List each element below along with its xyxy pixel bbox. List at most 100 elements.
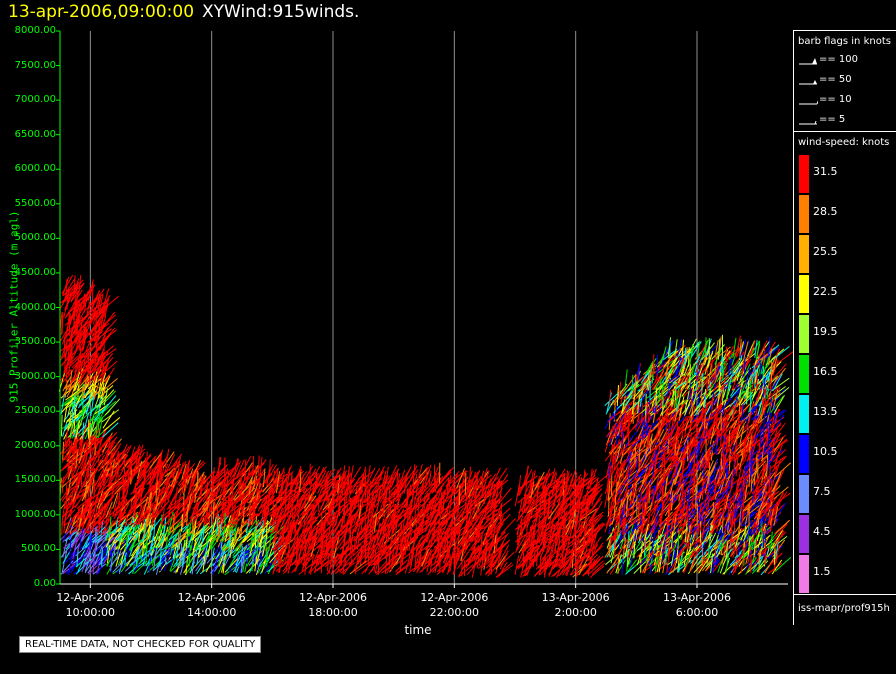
wind-barb: [495, 539, 511, 553]
wind-barb: [439, 513, 448, 533]
wind-barb: [564, 487, 580, 504]
wind-barb: [484, 523, 496, 538]
wind-barb: [558, 486, 564, 505]
wind-barb: [529, 471, 534, 488]
wind-barb: [621, 382, 636, 397]
wind-barb: [112, 493, 119, 509]
wind-barb: [429, 497, 436, 516]
wind-barb: [69, 513, 78, 534]
wind-barb: [192, 473, 205, 493]
wind-barb: [349, 508, 360, 528]
wind-barb: [100, 372, 107, 390]
wind-barb: [569, 495, 572, 513]
wind-barb: [72, 433, 77, 454]
wind-barb: [188, 545, 191, 567]
wind-barb: [404, 555, 411, 574]
wind-barb: [98, 396, 101, 416]
wind-barb: [485, 539, 488, 559]
wind-barb: [173, 470, 178, 488]
wind-barb: [126, 523, 129, 541]
wind-barb: [495, 498, 513, 513]
wind-barb: [426, 500, 431, 519]
wind-barb: [161, 505, 176, 518]
wind-barb: [96, 489, 104, 510]
wind-barb: [534, 471, 545, 491]
wind-barb: [485, 504, 499, 521]
wind-barb: [589, 565, 605, 579]
wind-barb: [89, 415, 95, 438]
wind-barb: [541, 520, 544, 538]
wind-barb: [208, 520, 218, 535]
wind-barb: [557, 474, 565, 490]
wind-barb: [134, 560, 148, 574]
wind-barb: [641, 502, 644, 525]
wind-barb: [293, 474, 301, 493]
wind-barb: [80, 383, 84, 405]
wind-barb: [333, 489, 335, 510]
wind-barb: [81, 459, 90, 476]
wind-barb: [382, 516, 391, 535]
wind-barb: [485, 473, 497, 490]
wind-barb: [326, 530, 333, 550]
wind-barb: [87, 456, 90, 478]
wind-barb: [193, 504, 200, 525]
wind-barb: [399, 529, 406, 549]
wind-barb: [626, 465, 644, 479]
wind-barb: [628, 434, 643, 446]
wind-barb: [167, 492, 177, 509]
wind-barb: [566, 559, 574, 577]
wind-barb: [360, 517, 364, 536]
wind-barb: [167, 523, 180, 542]
wind-barb: [313, 533, 327, 548]
wind-barb: [78, 274, 82, 296]
wind-barb: [638, 363, 641, 381]
wind-barb: [83, 503, 93, 524]
wind-barb: [78, 476, 91, 492]
wind-barb: [369, 481, 381, 501]
wind-barb: [436, 477, 450, 493]
wind-barb: [338, 495, 341, 517]
wind-barb: [468, 491, 475, 512]
wind-barb: [89, 485, 95, 504]
wind-barb: [221, 527, 237, 543]
wind-barb: [439, 520, 449, 541]
wind-barb: [282, 489, 294, 504]
wind-barb: [358, 492, 365, 509]
wind-barb: [93, 308, 96, 325]
wind-barb: [530, 482, 533, 503]
wind-barb: [613, 500, 616, 518]
wind-barb: [77, 349, 88, 366]
wind-barb: [161, 483, 171, 501]
wind-barb: [563, 517, 567, 535]
wind-barb: [99, 316, 107, 335]
wind-barb: [542, 523, 544, 542]
wind-barb: [88, 307, 96, 328]
wind-barb: [211, 514, 218, 536]
wind-barb: [65, 531, 80, 550]
wind-barb: [76, 410, 81, 431]
wind-barb: [544, 526, 547, 544]
wind-barb: [275, 507, 284, 526]
wind-barb: [107, 545, 110, 564]
wind-barb: [189, 491, 195, 511]
wind-barb: [374, 513, 377, 532]
wind-barb: [514, 555, 520, 575]
wind-barb: [222, 554, 226, 574]
wind-barb: [284, 489, 300, 502]
wind-barb: [406, 484, 412, 503]
wind-barb: [496, 480, 500, 498]
wind-barb: [421, 515, 425, 534]
wind-barb: [629, 497, 647, 510]
wind-barb: [375, 560, 388, 574]
wind-barb: [76, 496, 92, 510]
wind-barb: [415, 541, 425, 557]
wind-barb: [63, 414, 80, 432]
wind-barb: [526, 552, 539, 571]
wind-barb: [229, 479, 242, 495]
wind-barb: [429, 526, 446, 542]
wind-barb: [84, 326, 87, 344]
wind-barb: [232, 543, 250, 559]
wind-barb: [386, 555, 397, 574]
wind-barb: [303, 521, 313, 542]
wind-barb: [373, 545, 388, 559]
